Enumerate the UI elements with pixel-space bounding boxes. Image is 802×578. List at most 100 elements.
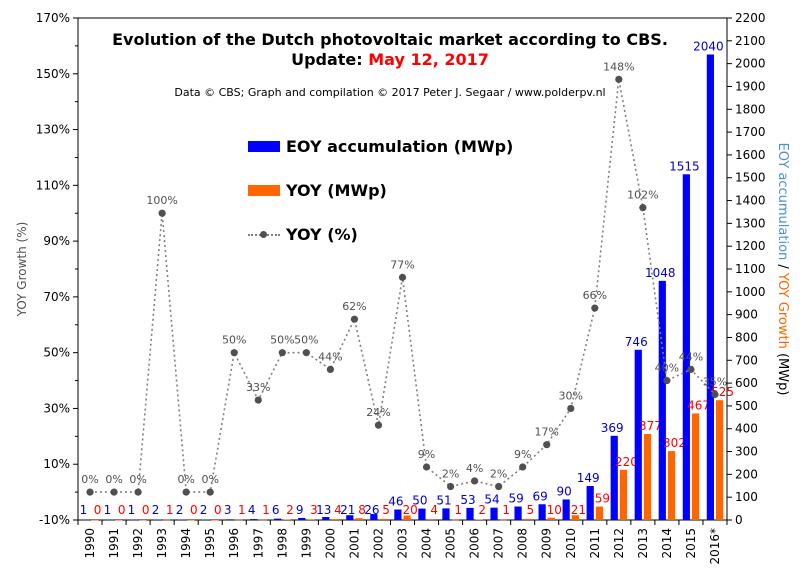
yoy-bar	[187, 520, 195, 521]
yoy-bar	[667, 451, 676, 520]
x-axis-tick-label: 1991	[107, 528, 121, 559]
pct-point	[278, 349, 286, 357]
x-axis-tick-label: 1996	[227, 528, 241, 559]
eoy-data-label: 6	[272, 503, 280, 517]
pct-point	[254, 396, 262, 404]
pct-point	[86, 488, 94, 496]
eoy-bar	[682, 174, 690, 520]
pct-point	[495, 482, 503, 491]
pct-data-label: 2%	[442, 468, 459, 481]
x-axis-tick-label: 1992	[131, 528, 145, 559]
x-axis-tick-label: 2015	[684, 528, 698, 559]
pct-data-label: 9%	[418, 448, 435, 461]
yoy-data-label: 1	[454, 503, 462, 517]
x-axis-tick-label: 2011	[588, 528, 602, 559]
yoy-data-label: 21	[571, 503, 586, 517]
eoy-data-label: 26	[364, 503, 379, 517]
right-axis-title-part: EOY accumulation	[775, 143, 790, 261]
x-axis-tick-label: 2012	[612, 528, 626, 559]
x-axis-tick-label: 2000	[323, 528, 337, 559]
right-axis-tick-label: 600	[735, 376, 758, 390]
yoy-data-label: 377	[639, 419, 662, 433]
eoy-bar	[153, 519, 162, 521]
eoy-data-label: 1	[128, 503, 136, 517]
pct-point	[374, 421, 383, 429]
left-axis-tick-label: 70%	[43, 290, 70, 304]
yoy-data-label: 5	[526, 503, 534, 517]
right-axis-tick-label: 200	[735, 467, 758, 481]
legend-yoy: YOY (MWp)	[248, 178, 387, 202]
eoy-bar	[442, 508, 450, 520]
pct-data-label: 0%	[129, 473, 146, 486]
x-axis-tick-label: 2008	[516, 528, 530, 559]
right-axis-tick-label: 1700	[735, 125, 766, 139]
x-axis-tick-label: 2005	[444, 528, 458, 559]
pct-data-label: 50%	[270, 334, 294, 347]
eoy-data-label: 2	[176, 503, 184, 517]
yoy-data-label: 1	[166, 503, 174, 517]
eoy-data-label: 2040	[693, 40, 724, 54]
eoy-bar	[129, 519, 138, 521]
yoy-data-label: 8	[358, 503, 366, 517]
pct-data-label: 77%	[390, 258, 414, 271]
yoy-bar	[163, 519, 171, 521]
right-axis-tick-label: 2200	[735, 11, 766, 25]
legend-pct: YOY (%)	[248, 222, 358, 246]
pct-point	[687, 365, 695, 373]
yoy-data-label: 302	[663, 436, 686, 450]
legend-yoy-label: YOY (MWp)	[286, 180, 387, 200]
eoy-data-label: 90	[557, 484, 572, 498]
left-axis-tick-label: 90%	[43, 234, 70, 248]
pct-point	[639, 204, 647, 212]
yoy-bar	[691, 413, 700, 520]
eoy-bar	[466, 507, 474, 520]
legend-pct-marker	[248, 229, 280, 240]
pct-data-label: 17%	[534, 426, 558, 439]
x-axis-tick-label: 1998	[275, 528, 289, 559]
eoy-data-label: 59	[508, 492, 523, 506]
yoy-data-label: 3	[310, 503, 318, 517]
pct-data-label: 33%	[246, 381, 270, 394]
eoy-data-label: 9	[296, 503, 304, 517]
pct-point	[711, 390, 719, 399]
yoy-data-label: 220	[615, 455, 638, 469]
eoy-bar	[418, 508, 426, 520]
x-axis-tick-label: 2013	[636, 528, 650, 559]
left-axis-tick-label: 130%	[36, 123, 70, 137]
yoy-bar	[211, 520, 219, 521]
yoy-bar	[595, 506, 604, 520]
pct-data-label: 62%	[342, 300, 366, 313]
right-axis-tick-label: 1500	[735, 171, 766, 185]
pct-point	[182, 488, 190, 496]
yoy-bar	[523, 518, 531, 520]
pct-data-label: 66%	[583, 289, 607, 302]
yoy-bar	[499, 519, 507, 521]
yoy-data-label: 0	[142, 503, 150, 517]
right-axis-tick-label: 2000	[735, 57, 766, 71]
yoy-data-label: 10	[547, 503, 562, 517]
eoy-data-label: 369	[601, 421, 624, 435]
x-axis-tick-label: 1999	[299, 528, 313, 559]
right-axis-tick-label: 1000	[735, 285, 766, 299]
left-axis-title: YOY Growth (%)	[15, 222, 29, 318]
left-axis-tick-label: 10%	[43, 457, 70, 471]
eoy-data-label: 69	[532, 489, 547, 503]
yoy-data-label: 1	[502, 503, 510, 517]
pct-data-label: 9%	[514, 448, 531, 461]
yoy-bar	[355, 518, 363, 520]
right-axis-tick-label: 2100	[735, 34, 766, 48]
yoy-data-label: 467	[687, 398, 710, 412]
pct-data-label: 2%	[490, 468, 507, 481]
pct-point	[663, 376, 671, 385]
pct-data-label: 44%	[679, 350, 703, 363]
eoy-bar	[298, 517, 306, 520]
x-axis-tick-label: 2010	[564, 528, 578, 559]
yoy-bar	[403, 515, 411, 520]
eoy-bar	[562, 499, 570, 520]
pct-line	[90, 79, 716, 493]
yoy-bar	[379, 518, 387, 520]
yoy-bar	[427, 519, 435, 520]
eoy-bar	[538, 504, 546, 520]
eoy-bar	[201, 519, 210, 521]
